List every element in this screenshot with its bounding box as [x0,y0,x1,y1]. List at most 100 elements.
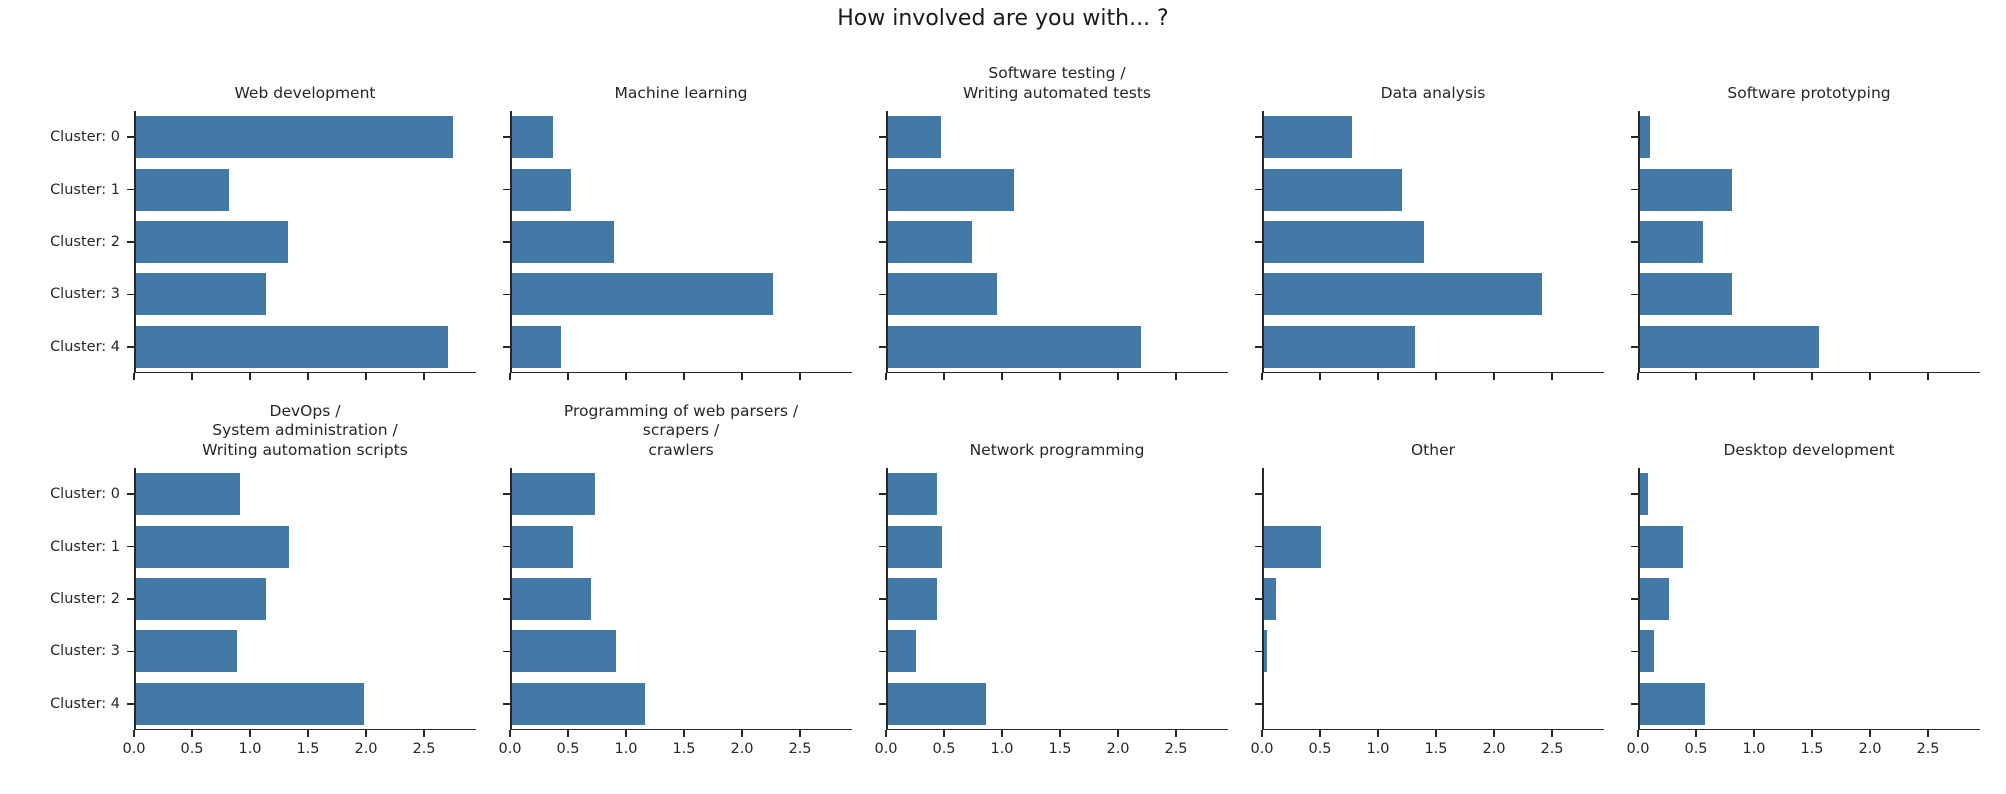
y-tick-mark [503,293,510,296]
y-tick-mark [1255,346,1262,348]
y-tick-mark [879,703,886,705]
y-tick-mark [503,346,510,348]
x-tick-label-0.0: 0.0 [874,741,898,757]
x-tick-label-2.5: 2.5 [412,741,436,757]
x-tick-label-0.0: 0.0 [1250,741,1274,757]
x-tick-label-2.0: 2.0 [1106,741,1130,757]
y-tick-mark [1631,650,1638,653]
x-axis-spine [134,728,476,730]
x-tick-label-1.0: 1.0 [238,741,262,757]
y-tick-mark [1631,703,1638,705]
bar-cluster-1 [886,525,942,568]
x-tick-mark [1695,730,1697,737]
x-tick-mark [1695,373,1697,380]
bar-cluster-0 [1262,116,1353,159]
x-tick-mark [249,373,251,380]
y-tick-mark [1255,650,1262,653]
x-tick-mark [1059,730,1061,737]
bar-cluster-3 [134,630,238,673]
x-axis-spine [1262,728,1604,730]
x-tick-mark [741,373,743,380]
bar-cluster-0 [510,116,553,159]
x-tick-mark [1637,730,1639,737]
x-axis-spine [134,371,476,373]
y-tick-label-cluster-3: Cluster: 3 [50,286,120,303]
y-tick-mark [503,598,510,600]
x-tick-label-0.5: 0.5 [180,741,204,757]
x-tick-mark [683,373,685,380]
x-axis-spine [886,371,1228,373]
y-tick-label-cluster-4: Cluster: 4 [50,338,120,355]
bar-cluster-1 [510,525,573,568]
bar-cluster-0 [134,116,453,159]
x-tick-mark [1927,730,1929,737]
x-tick-mark [1059,373,1061,380]
y-tick-mark [127,346,134,348]
x-tick-mark [799,373,801,380]
bar-cluster-2 [134,578,267,620]
bar-cluster-1 [1638,525,1684,568]
x-tick-mark [799,730,801,737]
y-tick-label-cluster-0: Cluster: 0 [50,129,120,146]
x-tick-label-2.5: 2.5 [1164,741,1188,757]
y-tick-mark [1631,188,1638,191]
y-tick-mark [1255,293,1262,296]
y-tick-mark [127,136,134,138]
y-tick-mark [879,598,886,600]
x-tick-mark [1261,373,1263,380]
x-tick-label-1.0: 1.0 [990,741,1014,757]
bar-cluster-1 [1262,168,1403,211]
x-tick-mark [365,730,367,737]
subplot-machine-learning: Machine learning [503,84,852,380]
y-axis-spine [1262,468,1264,730]
y-tick-mark [1255,136,1262,138]
y-tick-mark [879,346,886,348]
x-tick-label-0.5: 0.5 [932,741,956,757]
y-tick-mark [503,703,510,705]
x-tick-mark [1377,730,1379,737]
y-tick-mark [1631,598,1638,600]
bar-cluster-2 [1262,221,1425,263]
x-tick-mark [1175,730,1177,737]
y-axis-spine [1638,111,1640,373]
subplot-title: Software prototyping [1727,83,1891,102]
bar-cluster-2 [1262,578,1276,620]
y-tick-mark [1255,241,1262,243]
subplot-title: Data analysis [1380,83,1486,102]
y-tick-mark [1631,545,1638,548]
x-tick-label-1.0: 1.0 [1742,741,1766,757]
y-tick-label-cluster-2: Cluster: 2 [50,591,120,607]
y-tick-mark [879,545,886,548]
x-tick-label-0.0: 0.0 [498,741,522,757]
x-tick-mark [509,730,511,737]
bar-cluster-4 [134,682,364,725]
x-tick-mark [1435,373,1437,380]
bar-cluster-0 [1638,116,1650,159]
bar-cluster-2 [886,221,972,263]
x-tick-mark [1435,730,1437,737]
y-tick-mark [1255,188,1262,191]
y-tick-label-cluster-0: Cluster: 0 [50,486,120,503]
y-tick-mark [127,545,134,548]
bar-cluster-3 [1638,273,1732,316]
x-tick-mark [307,730,309,737]
y-tick-mark [1255,545,1262,548]
bar-cluster-0 [134,473,240,516]
x-axis-spine [510,728,852,730]
x-tick-label-2.5: 2.5 [788,741,812,757]
x-tick-mark [133,373,135,380]
y-axis-spine [886,468,888,730]
y-axis-spine [1262,111,1264,373]
y-tick-mark [1255,703,1262,705]
bar-cluster-4 [1262,325,1416,368]
subplot-software-testing: Software testing / Writing automated tes… [879,64,1228,380]
bar-cluster-4 [510,325,562,368]
x-axis-spine [510,371,852,373]
x-tick-label-1.0: 1.0 [1366,741,1390,757]
x-tick-mark [133,730,135,737]
x-tick-mark [191,373,193,380]
x-tick-label-2.5: 2.5 [1916,741,1940,757]
y-tick-mark [127,650,134,653]
subplot-other: Other 0.0 0.5 1.0 1.5 2.0 2.5 [1250,441,1604,757]
x-tick-label-2.5: 2.5 [1540,741,1564,757]
